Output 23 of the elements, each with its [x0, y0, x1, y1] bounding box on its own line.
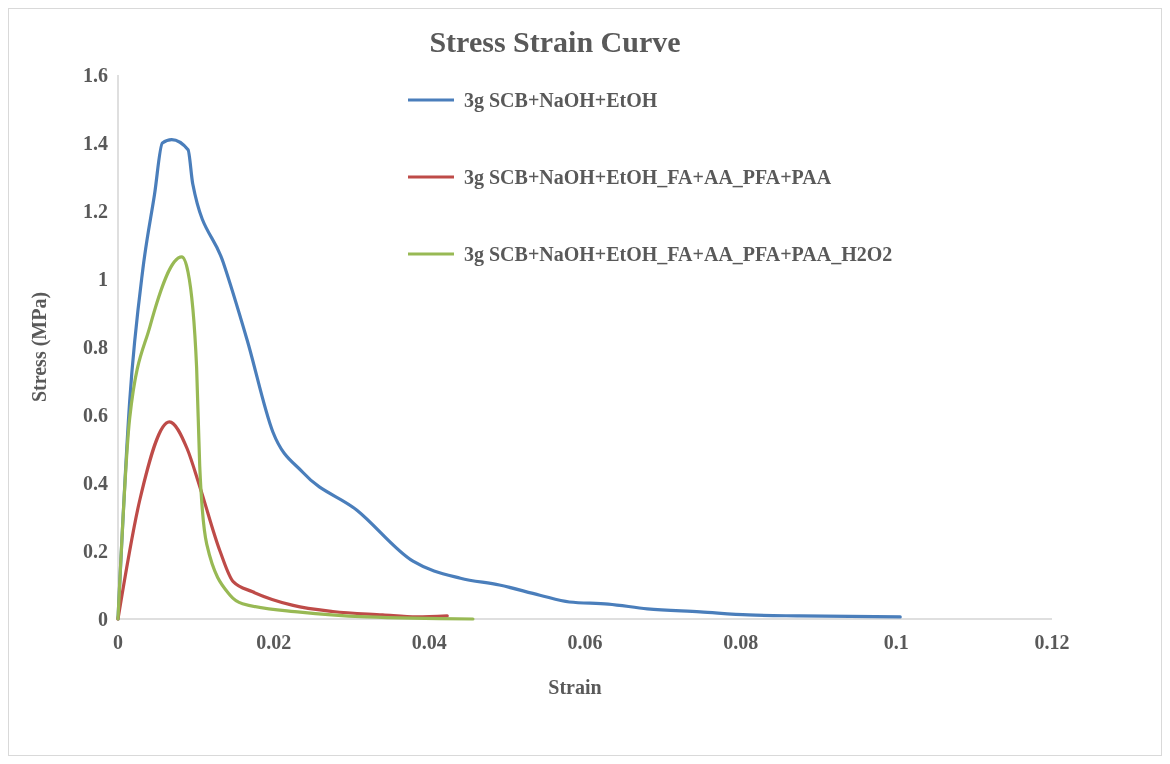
y-tick-label: 1 [98, 268, 108, 290]
legend-label: 3g SCB+NaOH+EtOH_FA+AA_PFA+PAA [464, 166, 832, 189]
line-series [116, 420, 449, 621]
x-axis-title: Strain [548, 676, 602, 698]
y-axis-title: Stress (MPa) [28, 291, 51, 403]
x-tick-label: 0.04 [411, 631, 447, 653]
y-tick-label: 1.2 [83, 200, 108, 222]
chart-title: Stress Strain Curve [429, 25, 681, 58]
y-tick-label: 0.6 [83, 404, 108, 426]
x-tick-label: 0.06 [567, 631, 603, 653]
y-tick-label: 0.2 [83, 540, 108, 562]
x-tick-label: 0.12 [1034, 631, 1070, 653]
y-tick-label: 1.4 [83, 132, 108, 154]
y-tick-label: 0.8 [83, 336, 108, 358]
x-tick-label: 0.02 [256, 631, 292, 653]
x-tick-label: 0.1 [883, 631, 909, 653]
legend-label: 3g SCB+NaOH+EtOH_FA+AA_PFA+PAA_H2O2 [464, 243, 893, 266]
x-tick-label: 0.08 [723, 631, 759, 653]
y-tick-label: 1.6 [83, 64, 108, 86]
y-tick-label: 0.4 [83, 472, 108, 494]
legend-label: 3g SCB+NaOH+EtOH [464, 89, 658, 112]
y-tick-label: 0 [98, 608, 108, 630]
x-tick-label: 0 [113, 631, 123, 653]
